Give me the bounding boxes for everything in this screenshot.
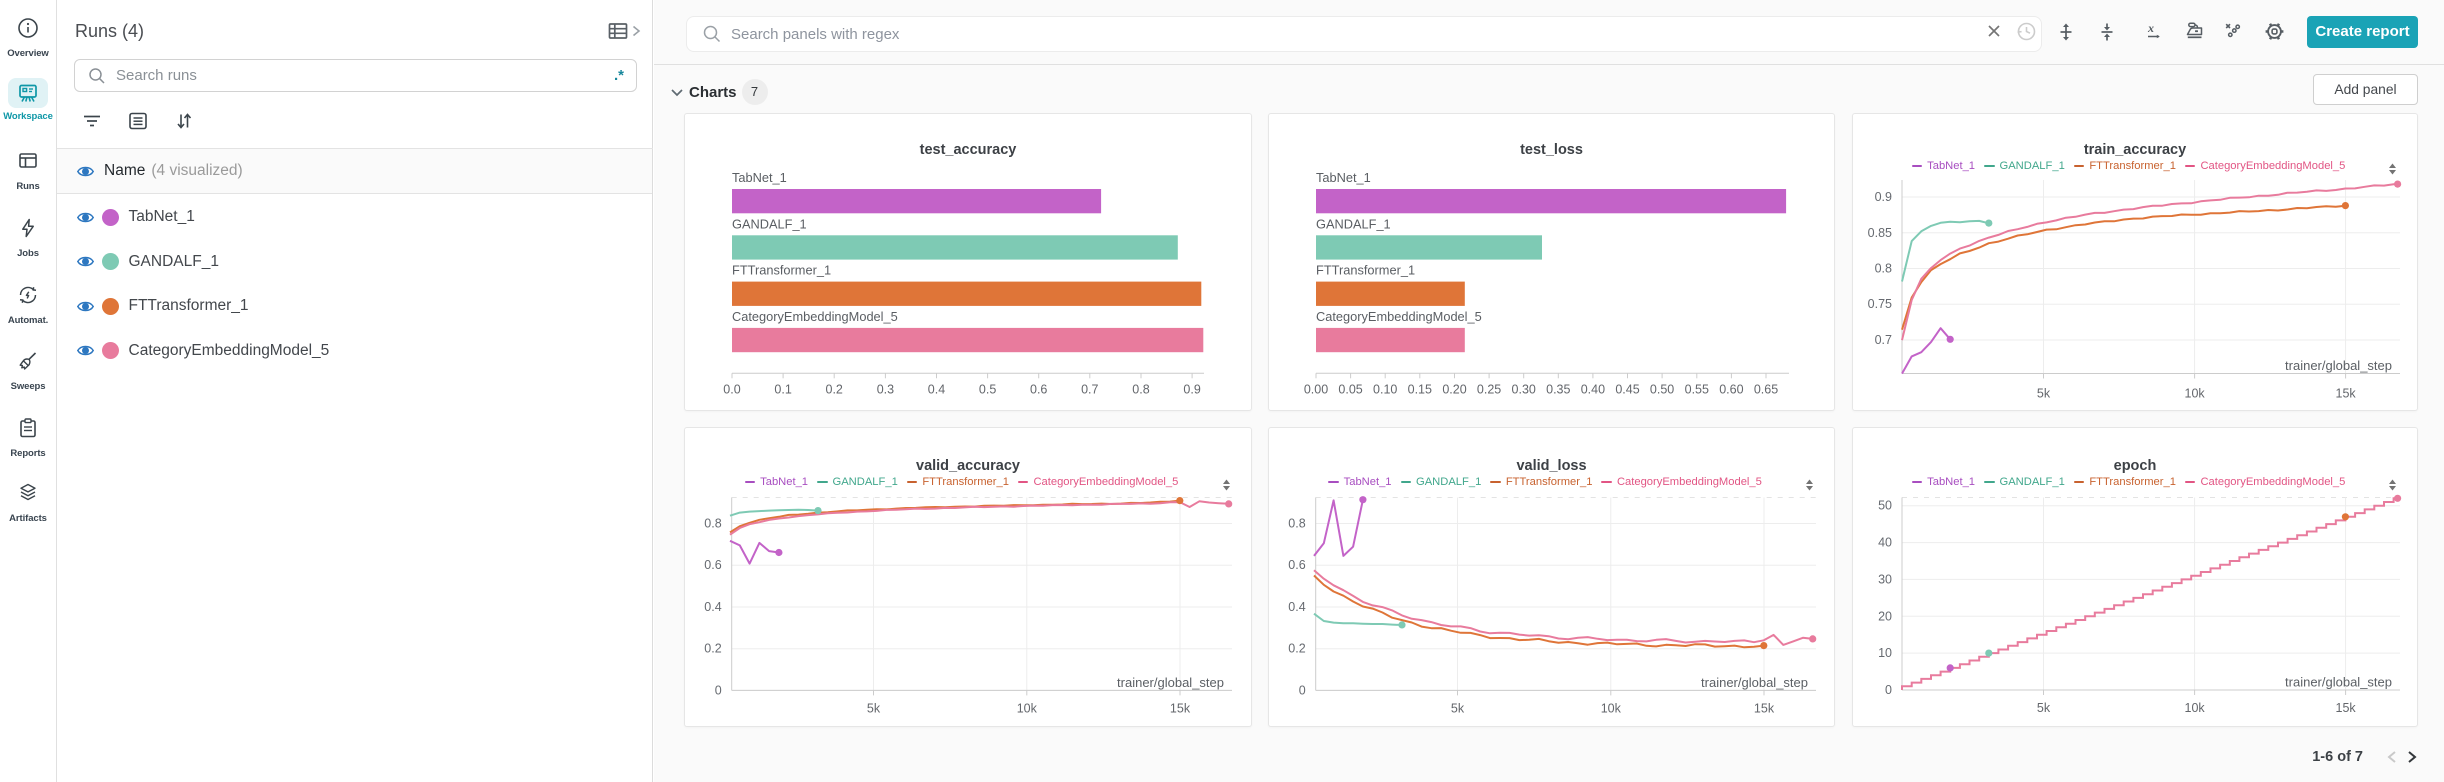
svg-text:10k: 10k — [2185, 387, 2206, 401]
svg-text:trainer/global_step: trainer/global_step — [2285, 358, 2392, 373]
svg-text:0.10: 0.10 — [1373, 382, 1397, 396]
svg-text:0.55: 0.55 — [1685, 382, 1709, 396]
svg-text:TabNet_1: TabNet_1 — [1316, 170, 1371, 185]
svg-text:0.8: 0.8 — [1875, 262, 1892, 276]
svg-text:0.30: 0.30 — [1512, 382, 1536, 396]
svg-text:TabNet_1: TabNet_1 — [732, 170, 787, 185]
svg-text:0.8: 0.8 — [1132, 382, 1149, 396]
svg-text:10k: 10k — [1601, 701, 1622, 715]
svg-text:0.6: 0.6 — [704, 558, 721, 572]
svg-text:0.20: 0.20 — [1442, 382, 1466, 396]
svg-text:40: 40 — [1878, 536, 1892, 550]
svg-text:0.5: 0.5 — [979, 382, 996, 396]
svg-text:5k: 5k — [2037, 387, 2051, 401]
svg-text:0.2: 0.2 — [826, 382, 843, 396]
svg-text:10: 10 — [1878, 646, 1892, 660]
svg-text:0.15: 0.15 — [1408, 382, 1432, 396]
svg-text:x: x — [2147, 21, 2154, 35]
svg-text:0.2: 0.2 — [704, 642, 721, 656]
svg-text:0.40: 0.40 — [1581, 382, 1605, 396]
svg-text:0.05: 0.05 — [1338, 382, 1362, 396]
svg-text:5k: 5k — [867, 701, 881, 715]
svg-text:0.8: 0.8 — [704, 517, 721, 531]
svg-text:FTTransformer_1: FTTransformer_1 — [732, 263, 831, 278]
svg-text:0.00: 0.00 — [1304, 382, 1328, 396]
svg-text:GANDALF_1: GANDALF_1 — [732, 216, 807, 231]
svg-text:0.25: 0.25 — [1477, 382, 1501, 396]
svg-text:5k: 5k — [1451, 701, 1465, 715]
svg-text:FTTransformer_1: FTTransformer_1 — [1316, 263, 1415, 278]
svg-text:0.2: 0.2 — [1288, 642, 1305, 656]
svg-text:15k: 15k — [2336, 387, 2357, 401]
svg-text:0.9: 0.9 — [1875, 190, 1892, 204]
svg-text:CategoryEmbeddingModel_5: CategoryEmbeddingModel_5 — [1316, 309, 1482, 324]
svg-text:0.8: 0.8 — [1288, 517, 1305, 531]
svg-text:5k: 5k — [2037, 701, 2051, 715]
svg-text:15k: 15k — [1754, 701, 1775, 715]
svg-text:CategoryEmbeddingModel_5: CategoryEmbeddingModel_5 — [732, 309, 898, 324]
svg-text:15k: 15k — [2336, 701, 2357, 715]
svg-text:10k: 10k — [2185, 701, 2206, 715]
svg-text:0.75: 0.75 — [1868, 297, 1892, 311]
svg-text:50: 50 — [1878, 499, 1892, 513]
svg-text:0.85: 0.85 — [1868, 226, 1892, 240]
svg-text:0.0: 0.0 — [723, 382, 740, 396]
svg-text:0.4: 0.4 — [928, 382, 945, 396]
svg-text:0: 0 — [1885, 683, 1892, 697]
svg-text:0.4: 0.4 — [1288, 600, 1305, 614]
svg-text:0.6: 0.6 — [1030, 382, 1047, 396]
svg-text:0: 0 — [1299, 683, 1306, 697]
svg-text:GANDALF_1: GANDALF_1 — [1316, 216, 1391, 231]
svg-text:0.60: 0.60 — [1719, 382, 1743, 396]
svg-text:0.6: 0.6 — [1288, 558, 1305, 572]
svg-text:trainer/global_step: trainer/global_step — [2285, 675, 2392, 690]
svg-text:0.1: 0.1 — [774, 382, 791, 396]
svg-text:trainer/global_step: trainer/global_step — [1701, 675, 1808, 690]
svg-text:0.45: 0.45 — [1615, 382, 1639, 396]
svg-text:0.65: 0.65 — [1754, 382, 1778, 396]
svg-text:15k: 15k — [1170, 701, 1191, 715]
svg-text:10k: 10k — [1017, 701, 1038, 715]
svg-text:0.7: 0.7 — [1875, 333, 1892, 347]
svg-text:0.35: 0.35 — [1546, 382, 1570, 396]
svg-text:0.50: 0.50 — [1650, 382, 1674, 396]
svg-text:30: 30 — [1878, 572, 1892, 586]
svg-text:0: 0 — [715, 683, 722, 697]
svg-text:0.7: 0.7 — [1081, 382, 1098, 396]
svg-text:0.3: 0.3 — [877, 382, 894, 396]
svg-text:20: 20 — [1878, 609, 1892, 623]
svg-text:trainer/global_step: trainer/global_step — [1117, 675, 1224, 690]
svg-text:0.4: 0.4 — [704, 600, 721, 614]
svg-text:0.9: 0.9 — [1183, 382, 1200, 396]
